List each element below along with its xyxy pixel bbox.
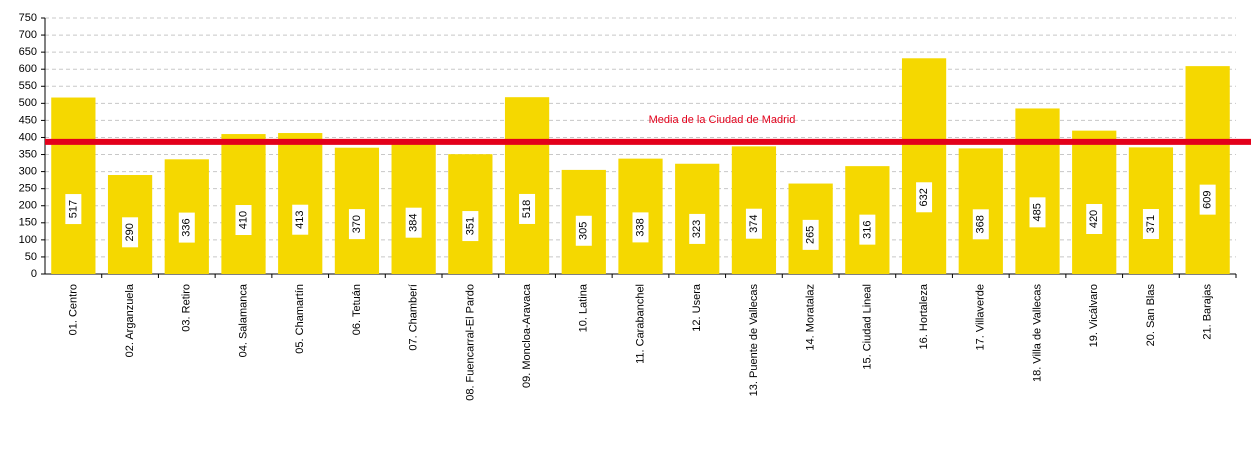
value-label: 374 [748,215,760,233]
value-label: 413 [294,211,306,229]
y-tick-label: 100 [19,234,37,246]
x-tick-label: 11. Carabanchel [634,284,646,364]
value-label-box [235,205,252,236]
x-tick-label: 16. Hortaleza [918,283,930,349]
value-label: 323 [691,220,703,238]
x-tick-label: 12. Usera [691,283,703,332]
y-tick-label: 500 [19,97,37,109]
value-label: 336 [181,218,193,236]
x-tick-label: 13. Puente de Vallecas [748,284,760,397]
x-tick-label: 17. Villaverde [975,284,987,350]
y-tick-label: 750 [19,12,37,24]
value-label-box [802,219,819,250]
value-label: 338 [634,218,646,236]
value-label: 265 [805,226,817,244]
value-label-box [65,194,82,225]
bar [901,58,947,275]
value-label: 371 [1145,215,1157,233]
value-label: 517 [67,200,79,218]
y-tick-label: 600 [19,63,37,75]
value-label: 384 [408,213,420,231]
value-label-box [519,193,536,224]
value-label-box [632,212,649,243]
y-tick-label: 550 [19,80,37,92]
value-label: 485 [1031,203,1043,221]
bar [221,134,266,274]
x-tick-label: 21. Barajas [1202,284,1214,340]
value-label-box [178,212,195,243]
value-label-box [575,215,592,246]
value-label: 290 [124,223,136,241]
x-tick-label: 01. Centro [67,284,79,335]
value-label: 305 [578,222,590,240]
value-label-box [689,213,706,244]
bar [1185,66,1230,275]
x-tick-label: 19. Vicálvaro [1088,284,1100,347]
value-label: 420 [1088,210,1100,228]
x-tick-label: 03. Retiro [181,284,193,332]
value-label: 368 [975,215,987,233]
value-label-box [122,217,139,248]
value-label-box [745,208,762,239]
y-tick-label: 0 [31,268,37,280]
bar [1015,108,1060,274]
value-label-box [916,182,933,213]
value-label: 316 [861,220,873,238]
y-tick-label: 450 [19,114,37,126]
x-tick-label: 04. Salamanca [237,283,249,357]
y-tick-label: 150 [19,217,37,229]
y-tick-label: 700 [19,29,37,41]
x-tick-label: 18. Villa de Vallecas [1031,284,1043,383]
x-tick-label: 07. Chamberí [408,284,420,351]
bar [1072,130,1117,274]
x-tick-label: 06. Tetuán [351,284,363,335]
value-label: 609 [1202,190,1214,208]
y-tick-label: 300 [19,166,37,178]
y-tick-label: 200 [19,200,37,212]
value-label-box [462,211,479,242]
x-tick-label: 15. Ciudad Lineal [861,284,873,370]
value-label: 370 [351,215,363,233]
value-label-box [1086,203,1103,234]
bar [278,133,323,274]
value-label-box [348,209,365,240]
value-label-box [1199,184,1216,215]
y-tick-label: 50 [25,251,37,263]
value-label-box [405,207,422,238]
bar [504,97,550,274]
reference-label: Media de la Ciudad de Madrid [649,114,796,126]
x-tick-label: 09. Moncloa-Aravaca [521,283,533,388]
x-tick-label: 08. Fuencarral-El Pardo [464,284,476,401]
x-tick-label: 20. San Blas [1145,284,1157,347]
value-label-box [1142,209,1159,240]
x-tick-label: 10. Latina [578,283,590,332]
x-tick-label: 14. Moratalaz [805,284,817,351]
y-tick-label: 650 [19,46,37,58]
value-label: 410 [237,211,249,229]
value-label-box [1029,197,1046,228]
value-label: 351 [464,217,476,235]
bar [51,97,96,274]
value-label: 518 [521,200,533,218]
x-tick-label: 05. Chamartín [294,284,306,354]
y-tick-label: 350 [19,148,37,160]
value-label: 632 [918,188,930,206]
value-label-box [859,214,876,245]
x-tick-label: 02. Arganzuela [124,283,136,357]
value-label-box [292,204,309,235]
value-label-box [972,209,989,240]
y-tick-label: 400 [19,131,37,143]
y-tick-label: 250 [19,183,37,195]
